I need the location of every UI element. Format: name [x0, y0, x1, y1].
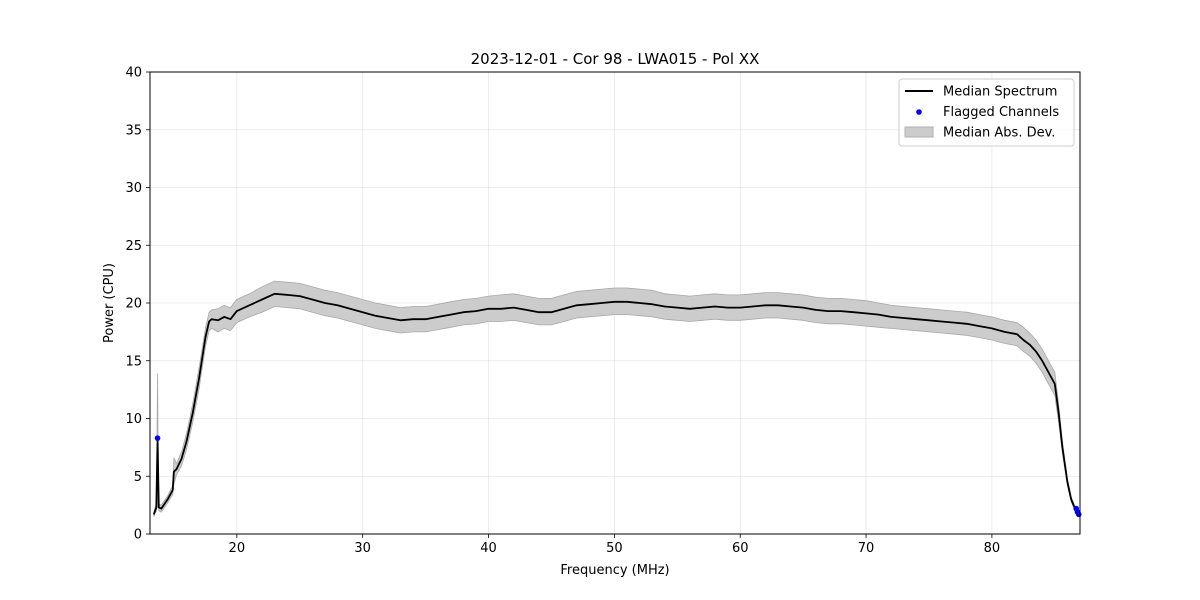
x-tick-label: 80 [984, 541, 1001, 556]
x-tick-label: 20 [229, 541, 246, 556]
y-axis-label: Power (CPU) [102, 263, 117, 343]
legend-flagged-label: Flagged Channels [943, 105, 1059, 120]
flagged-channel-point [1075, 511, 1082, 518]
chart-title: 2023-12-01 - Cor 98 - LWA015 - Pol XX [471, 50, 760, 68]
legend-median-label: Median Spectrum [943, 85, 1057, 100]
x-tick-label: 40 [480, 541, 497, 556]
y-tick-label: 25 [125, 239, 142, 254]
legend-mad-swatch [904, 126, 934, 138]
y-tick-label: 0 [134, 528, 142, 543]
y-tick-label: 20 [125, 297, 142, 312]
flagged-channel-point [154, 435, 161, 441]
legend: Median Spectrum Flagged Channels Median … [898, 78, 1075, 147]
flagged-points-layer [154, 435, 1082, 518]
y-tick-label: 35 [125, 123, 142, 138]
y-axis-ticks: 0 5 10 15 20 25 30 35 40 [125, 66, 150, 543]
y-tick-label: 30 [125, 181, 142, 196]
x-tick-label: 30 [354, 541, 371, 556]
y-tick-label: 10 [125, 412, 142, 427]
x-axis-label: Frequency (MHz) [560, 563, 669, 578]
y-tick-label: 40 [125, 66, 142, 81]
median-line-layer [152, 292, 1080, 515]
x-tick-label: 50 [606, 541, 623, 556]
legend-mad-label: Median Abs. Dev. [943, 126, 1055, 141]
x-tick-label: 60 [732, 541, 749, 556]
x-axis-ticks: 20 30 40 50 60 70 80 [229, 534, 1001, 556]
legend-box [898, 78, 1075, 147]
median-spectrum-line [152, 292, 1080, 515]
y-tick-label: 15 [125, 354, 142, 369]
x-tick-label: 70 [858, 541, 875, 556]
y-tick-label: 5 [134, 470, 142, 485]
legend-flagged-swatch [916, 109, 922, 115]
